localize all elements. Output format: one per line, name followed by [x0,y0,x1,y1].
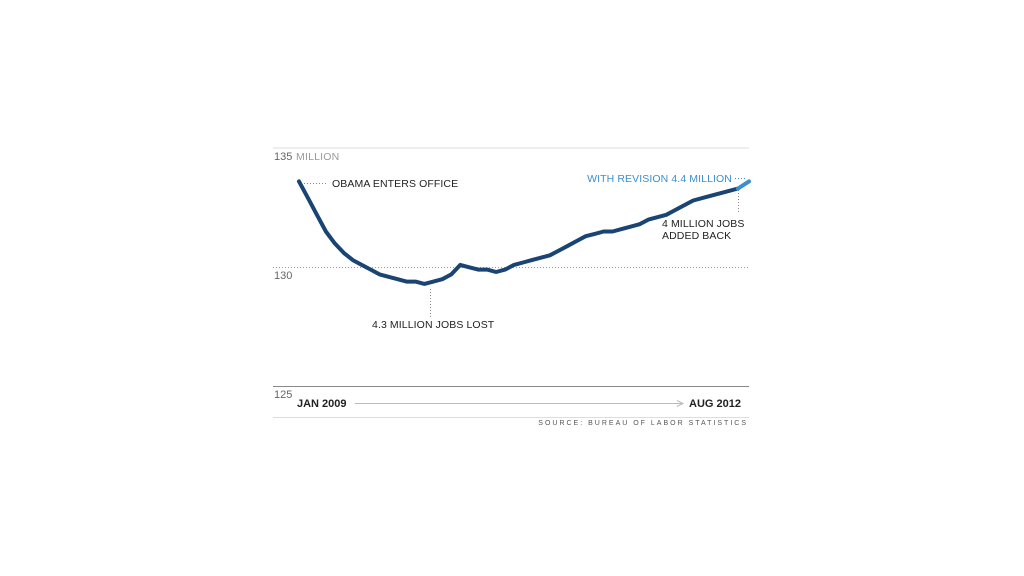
annotation-jobs-lost: 4.3 MILLION JOBS LOST [372,319,495,331]
employment-series-line [297,179,740,286]
revision-series-line [736,179,751,191]
x-start-label: JAN 2009 [297,398,347,410]
annotation-revision: WITH REVISION 4.4 MILLION [587,173,732,185]
y-tick-130: 130 [274,270,292,282]
x-end-label: AUG 2012 [689,398,741,410]
time-arrow-head [676,400,685,407]
source-note: SOURCE: BUREAU OF LABOR STATISTICS [538,420,748,427]
y-tick-125: 125 [274,389,292,401]
y-tick-135: 135 [274,151,292,163]
y-unit-label: MILLION [296,151,339,163]
annotation-obama: OBAMA ENTERS OFFICE [332,178,458,190]
annotation-jobs-added-line1: 4 MILLION JOBS [662,218,745,230]
annotation-jobs-added-line2: ADDED BACK [662,230,731,242]
